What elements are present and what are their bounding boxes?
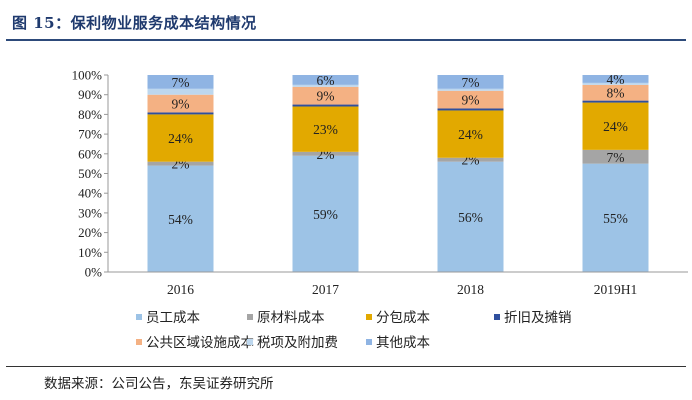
y-tick-label: 80% xyxy=(78,107,102,122)
data-label: 24% xyxy=(603,119,628,134)
data-label: 9% xyxy=(172,97,190,112)
data-label: 9% xyxy=(462,93,480,108)
legend-label: 分包成本 xyxy=(376,310,430,325)
title-divider xyxy=(6,39,686,41)
data-label: 55% xyxy=(603,211,628,226)
bar-segment xyxy=(147,114,214,162)
bar-segment xyxy=(437,90,504,109)
legend-swatch xyxy=(247,339,253,345)
bar-segment xyxy=(437,75,504,89)
y-tick-label: 0% xyxy=(85,265,103,280)
source-divider xyxy=(6,366,686,367)
bar-segment xyxy=(292,86,359,105)
y-tick-label: 60% xyxy=(78,146,102,161)
data-label: 54% xyxy=(168,212,193,227)
y-tick-label: 70% xyxy=(78,127,102,142)
data-label: 8% xyxy=(607,86,625,101)
bar-segment xyxy=(292,151,359,156)
legend-swatch xyxy=(136,339,142,345)
bar-segment xyxy=(437,161,504,272)
data-label: 24% xyxy=(458,127,483,142)
bar-segment xyxy=(147,161,214,166)
bar-segment xyxy=(147,88,214,95)
legend-swatch xyxy=(366,339,372,345)
data-label: 9% xyxy=(317,89,335,104)
bar-segment xyxy=(292,106,359,152)
bar-segment xyxy=(292,104,359,107)
x-tick-label: 2018 xyxy=(457,282,484,297)
legend-swatch xyxy=(136,314,142,320)
bar-segment xyxy=(147,112,214,115)
data-label: 7% xyxy=(462,75,480,90)
legend-label: 折旧及摊销 xyxy=(504,310,572,325)
y-tick-label: 20% xyxy=(78,225,102,240)
data-label: 7% xyxy=(172,75,190,90)
data-label: 56% xyxy=(458,210,483,225)
bar-segment xyxy=(582,82,649,85)
source-note: 数据来源：公司公告，东吴证券研究所 xyxy=(44,376,274,392)
bar-segment xyxy=(582,100,649,103)
legend-swatch xyxy=(494,314,500,320)
legend-label: 员工成本 xyxy=(146,310,200,325)
bar-segment xyxy=(582,102,649,150)
bar-segment xyxy=(437,108,504,111)
y-tick-label: 100% xyxy=(72,68,103,83)
y-tick-label: 40% xyxy=(78,186,102,201)
legend-label: 其他成本 xyxy=(376,335,430,350)
y-tick-label: 90% xyxy=(78,87,102,102)
x-tick-label: 2019H1 xyxy=(594,282,638,297)
bar-segment xyxy=(582,84,649,101)
bar-segment xyxy=(582,163,649,272)
data-label: 4% xyxy=(607,72,625,87)
x-tick-label: 2017 xyxy=(312,282,339,297)
bar-segment xyxy=(147,94,214,113)
x-axis: 2016 2017 2018 2019H1 xyxy=(108,271,688,297)
y-tick-label: 50% xyxy=(78,166,102,181)
bar-segment xyxy=(147,75,214,89)
bar-segment xyxy=(437,157,504,162)
chart-title: 图 15：保利物业服务成本结构情况 xyxy=(12,14,257,32)
bar-segment xyxy=(437,110,504,158)
bar-segment xyxy=(582,149,649,164)
legend-label: 税项及附加费 xyxy=(257,335,338,350)
data-label: 23% xyxy=(313,122,338,137)
legend-label: 原材料成本 xyxy=(257,310,325,325)
legend-label: 公共区域设施成本 xyxy=(146,335,254,350)
data-label: 24% xyxy=(168,131,193,146)
bars: 54%2%24%9%7%59%2%23%9%6%56%2%24%9%7%55%7… xyxy=(147,72,649,272)
bar-segment xyxy=(292,75,359,85)
y-tick-label: 30% xyxy=(78,205,102,220)
data-label: 6% xyxy=(317,73,335,88)
bar-segment xyxy=(582,75,649,83)
y-tick-label: 10% xyxy=(78,245,102,260)
bar-segment xyxy=(147,165,214,272)
bar-segment xyxy=(437,88,504,91)
bar-segment xyxy=(292,84,359,87)
y-axis: 0% 10% 20% 30% 40% 50% 60% 70% 80% 90% 100% xyxy=(72,68,109,280)
bar-segment xyxy=(292,155,359,272)
data-label: 59% xyxy=(313,207,338,222)
x-tick-label: 2016 xyxy=(167,282,194,297)
legend-swatch xyxy=(366,314,372,320)
legend-swatch xyxy=(247,314,253,320)
data-label: 7% xyxy=(607,150,625,165)
